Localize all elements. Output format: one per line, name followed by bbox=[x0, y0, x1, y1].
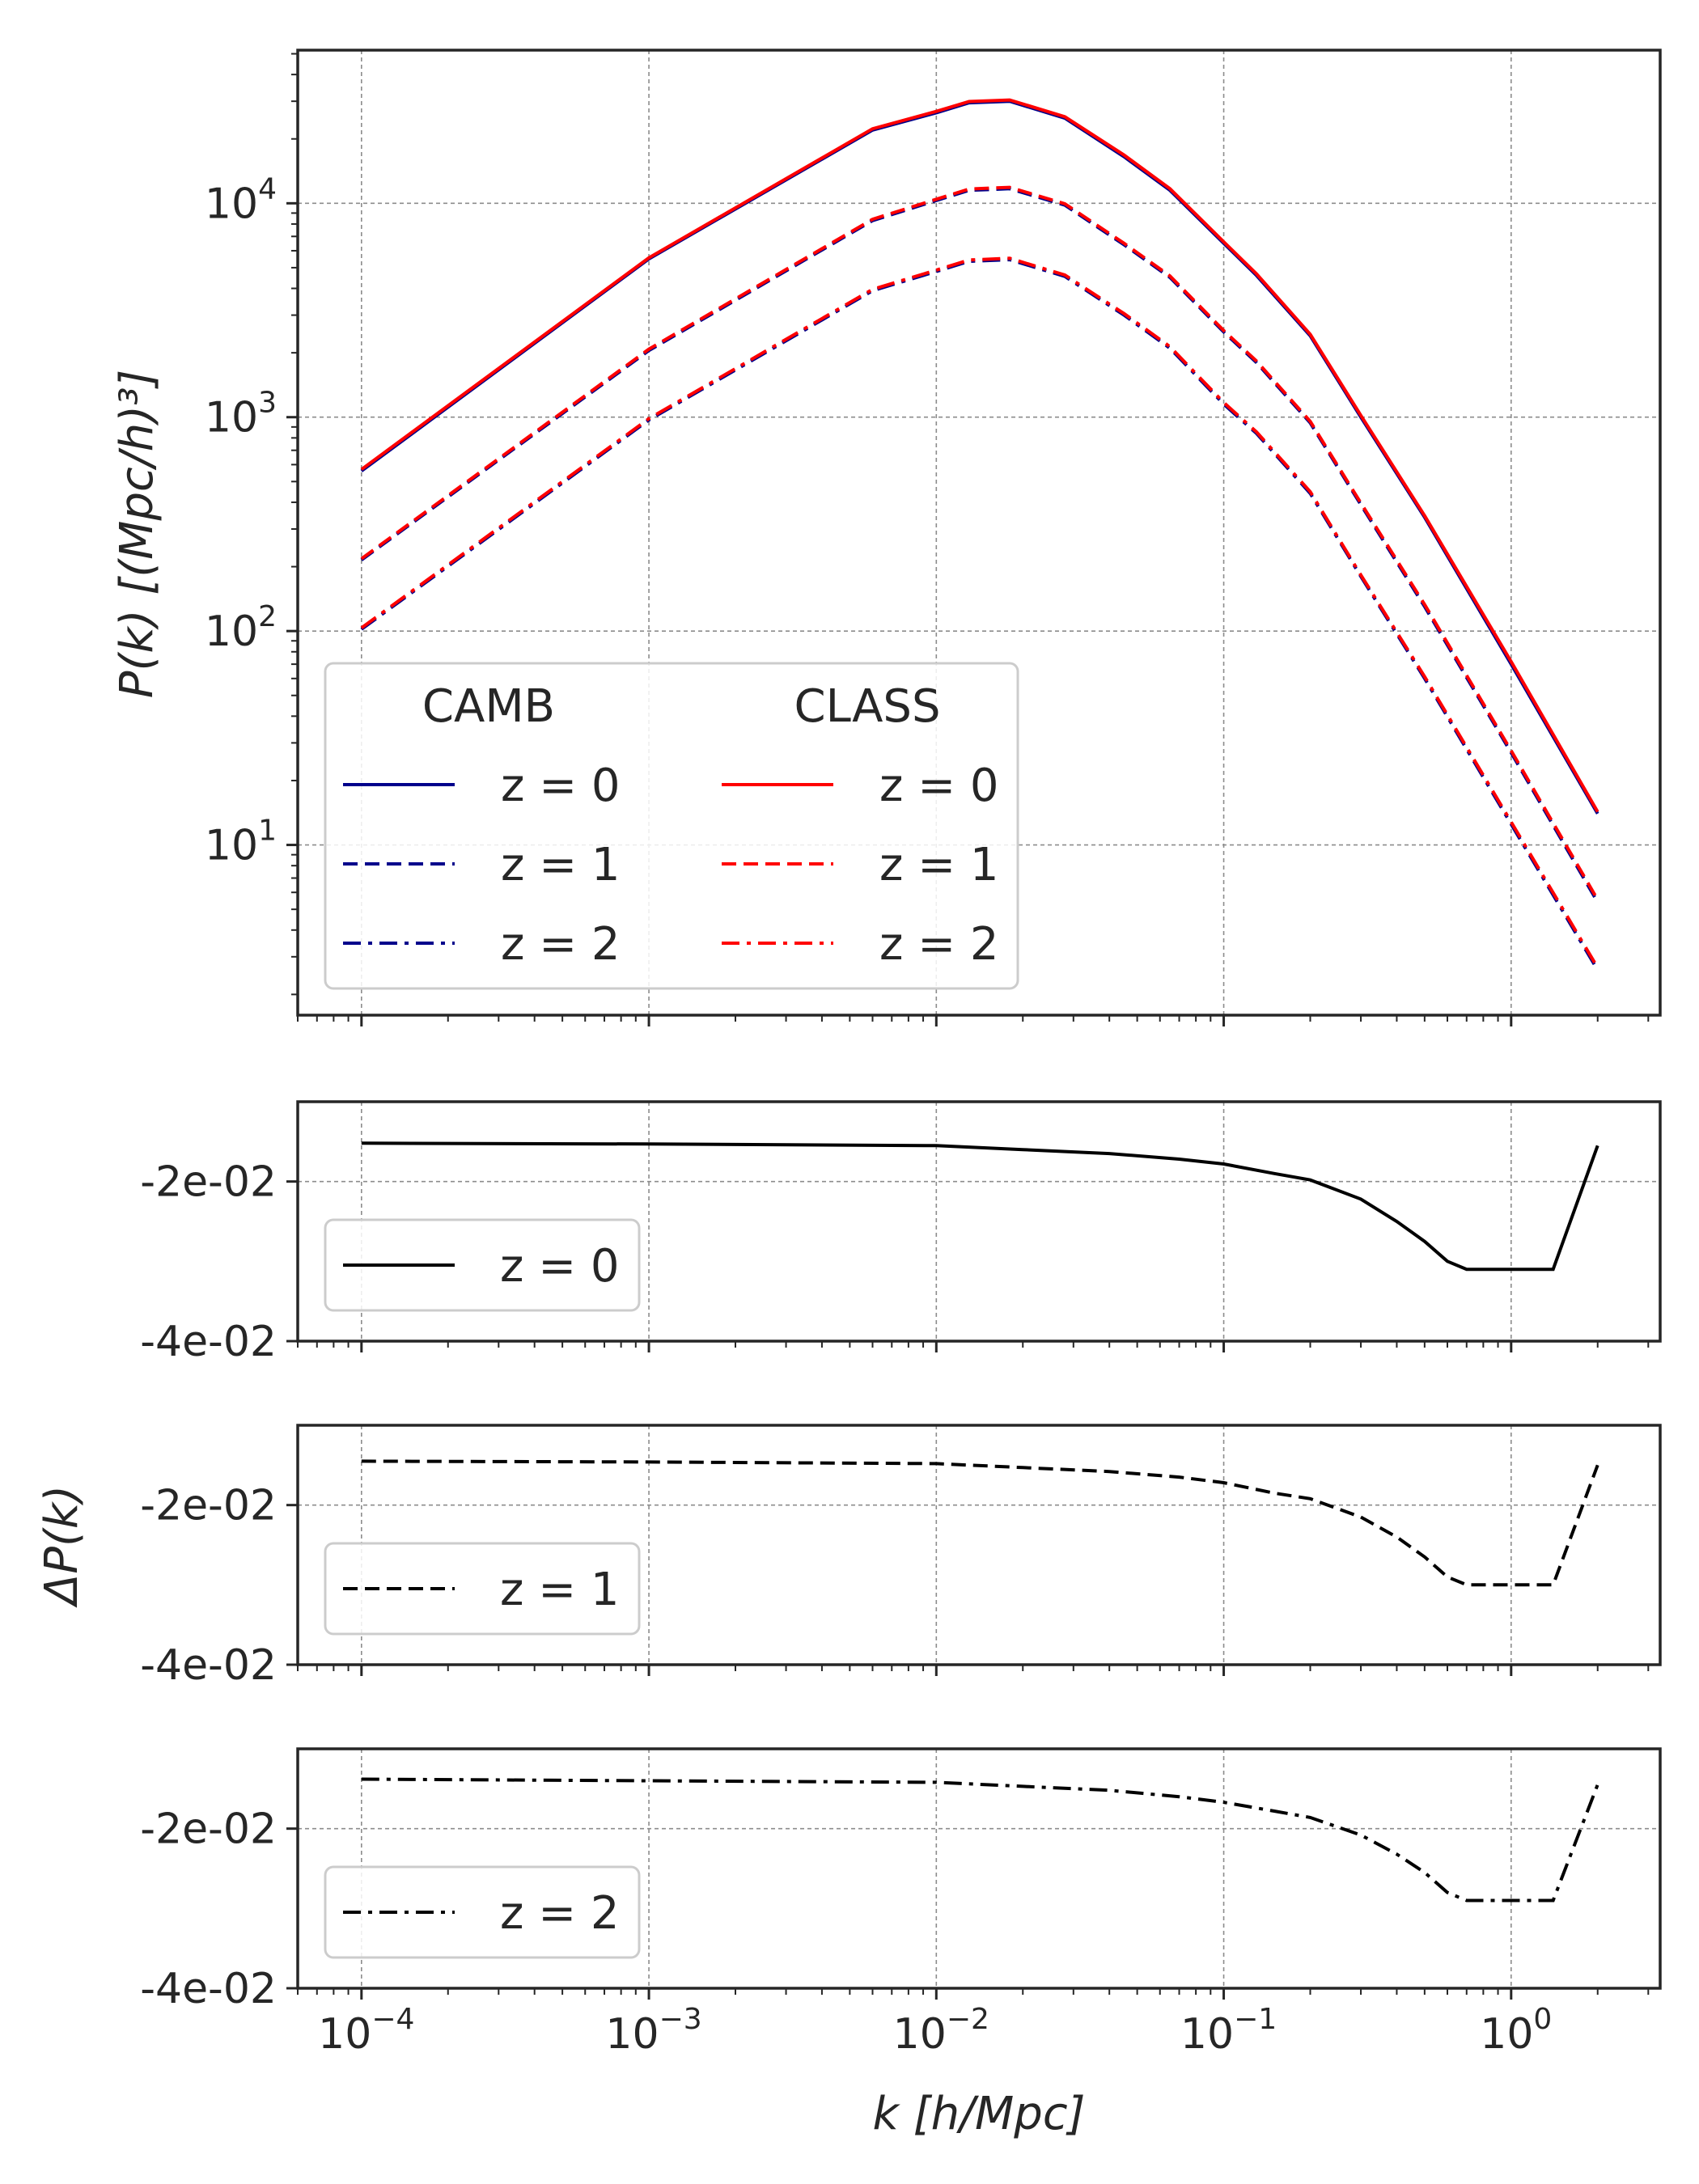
difference-panel-z0: -2e-02 -4e-02 z = 0 bbox=[140, 1100, 1662, 1366]
x-tick-label: 10−1 bbox=[1180, 2003, 1277, 2059]
y-axis-label-delta: ΔP(k) bbox=[36, 1485, 88, 1608]
legend-label: z = 1 bbox=[501, 839, 621, 891]
legend-column-title: CLASS bbox=[794, 680, 941, 733]
plot-frame bbox=[296, 1100, 1662, 1343]
legend-label: z = 2 bbox=[879, 918, 999, 971]
x-tick-label: 10−2 bbox=[893, 2003, 989, 2059]
plot-frame bbox=[296, 1747, 1662, 1990]
series-line-class-z0 bbox=[360, 98, 1599, 813]
legend-box bbox=[324, 1865, 641, 1959]
difference-line bbox=[361, 1777, 1599, 1903]
y-tick-label: -4e-02 bbox=[140, 1318, 277, 1366]
y-tick-label: 102 bbox=[205, 600, 277, 656]
y-tick-label: 104 bbox=[205, 172, 277, 228]
legend-label: z = 0 bbox=[879, 760, 999, 812]
legend-column-title: CAMB bbox=[422, 680, 555, 733]
legend-label: z = 2 bbox=[500, 1887, 620, 1940]
difference-line bbox=[361, 1141, 1599, 1272]
legend-box bbox=[324, 1542, 641, 1636]
legend-label: z = 2 bbox=[501, 918, 621, 971]
difference-panel-z1: -2e-02 -4e-02 z = 1 bbox=[140, 1424, 1662, 1690]
y-tick-label: -4e-02 bbox=[140, 1641, 277, 1690]
difference-line bbox=[361, 1459, 1599, 1587]
x-axis-label: k [h/Mpc] bbox=[873, 2088, 1086, 2140]
legend-label: z = 0 bbox=[500, 1240, 620, 1293]
legend-label: z = 1 bbox=[879, 839, 999, 891]
plot-frame bbox=[296, 1424, 1662, 1666]
x-tick-label: 10−4 bbox=[318, 2003, 414, 2059]
series-line-class-z1 bbox=[360, 185, 1599, 901]
series-line-class-z2 bbox=[360, 256, 1599, 969]
y-axis-label-power: P(k) [(Mpc/h)³] bbox=[111, 370, 163, 699]
legend-box bbox=[324, 662, 1019, 990]
power-spectrum-panel: 101 102 103 104 CAMB CLASS z = 0 z = 1 z = 2 z =… bbox=[205, 49, 1662, 1026]
x-tick-label: 10−3 bbox=[605, 2003, 701, 2059]
legend-box bbox=[324, 1218, 641, 1312]
legend-label: z = 0 bbox=[501, 760, 621, 812]
y-tick-label: -2e-02 bbox=[140, 1482, 277, 1530]
difference-panel-z2: -2e-02 -4e-02 10−4 10−3 10−2 10−1 100 z = 2 bbox=[140, 1747, 1662, 2059]
plot-frame bbox=[296, 49, 1662, 1017]
y-tick-label: -4e-02 bbox=[140, 1965, 277, 2013]
y-tick-label: -2e-02 bbox=[140, 1805, 277, 1854]
y-tick-label: 103 bbox=[205, 387, 277, 442]
y-tick-label: -2e-02 bbox=[140, 1158, 277, 1207]
x-tick-label: 100 bbox=[1480, 2003, 1552, 2059]
legend-label: z = 1 bbox=[500, 1564, 620, 1616]
y-tick-label: 101 bbox=[205, 815, 277, 870]
